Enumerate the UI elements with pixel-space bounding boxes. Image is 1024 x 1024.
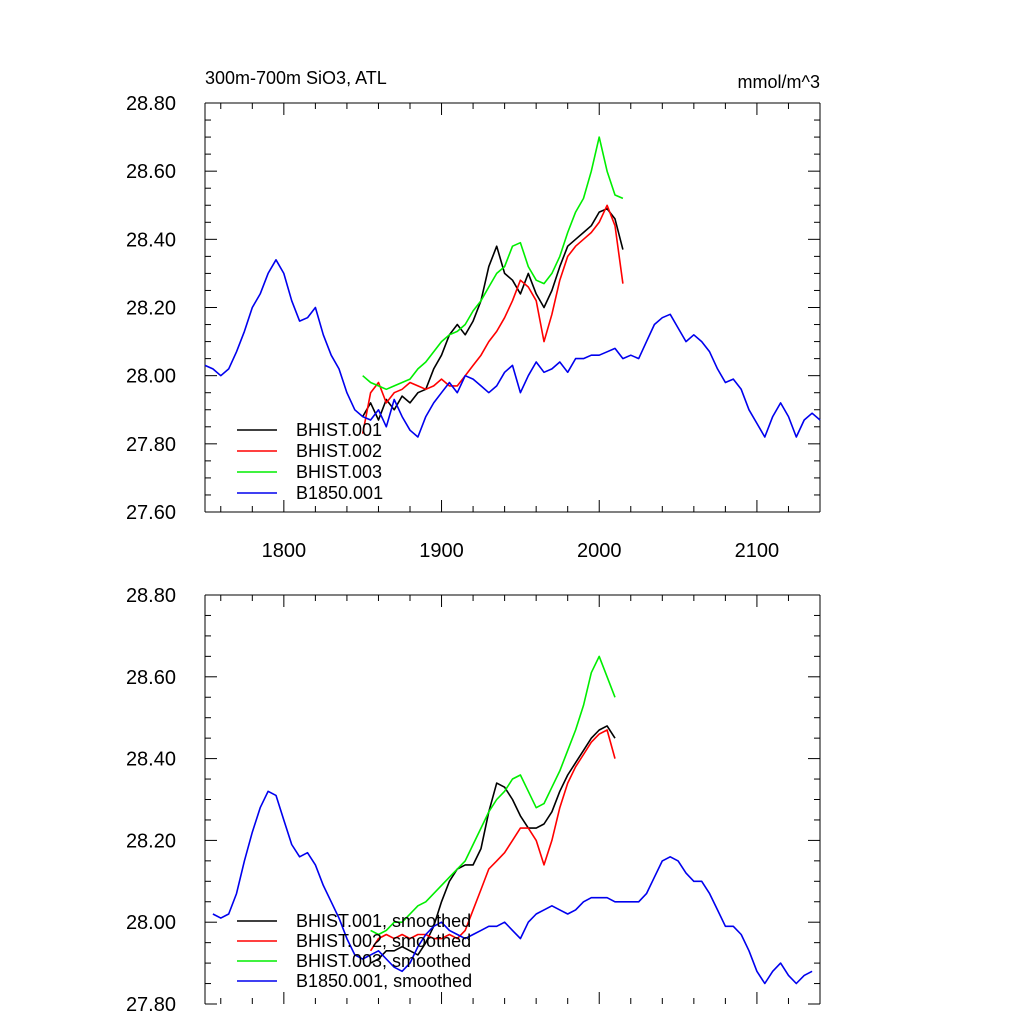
series-line-bhist-001 — [362, 207, 624, 421]
legend-label-bhist-002: BHIST.002 — [296, 441, 382, 461]
legend-label-bhist-001-smoothed: BHIST.001, smoothed — [296, 911, 471, 931]
chart-title: 300m-700m SiO3, ATL — [205, 68, 387, 88]
legend-label-bhist-003: BHIST.003 — [296, 462, 382, 482]
y-tick-label: 28.20 — [126, 298, 176, 320]
y-tick-label: 28.40 — [126, 749, 176, 771]
y-tick-label: 28.40 — [126, 229, 176, 251]
top-chart-panel: 27.60 27.80 28.00 28.20 28.40 28.60 28.80 1800 1… — [126, 93, 821, 562]
y-tick-label: 28.20 — [126, 830, 176, 852]
x-tick-label: 2100 — [735, 540, 780, 562]
y-tick-label: 27.80 — [126, 994, 176, 1016]
legend-label-b1850-001: B1850.001 — [296, 483, 383, 503]
series-line-b1850-001 — [204, 259, 821, 438]
x-tick-label: 1900 — [419, 540, 464, 562]
y-tick-label: 28.80 — [126, 585, 176, 607]
y-tick-label: 28.00 — [126, 366, 176, 388]
y-tick-label: 27.60 — [126, 502, 176, 524]
y-tick-label: 28.60 — [126, 161, 176, 183]
series-line-bhist-002-smoothed — [369, 729, 616, 952]
units-label: mmol/m^3 — [738, 72, 820, 92]
series-line-bhist-002 — [361, 204, 624, 434]
y-tick-label: 27.80 — [126, 434, 176, 456]
bottom-chart-panel: 27.80 28.00 28.20 28.40 28.60 28.80 BHIST.001,… — [126, 585, 821, 1016]
x-tick-label: 1800 — [262, 540, 307, 562]
legend-label-bhist-002-smoothed: BHIST.002, smoothed — [296, 931, 471, 951]
y-tick-label: 28.80 — [126, 93, 176, 115]
y-tick-label: 28.60 — [126, 667, 176, 689]
legend-label-bhist-001: BHIST.001 — [296, 420, 382, 440]
legend-label-bhist-003-smoothed: BHIST.003, smoothed — [296, 951, 471, 971]
y-tick-label: 28.00 — [126, 912, 176, 934]
legend-label-b1850-001-smoothed: B1850.001, smoothed — [296, 971, 472, 991]
series-line-bhist-003-smoothed — [370, 655, 616, 936]
series-line-bhist-001-smoothed — [370, 725, 616, 964]
x-tick-label: 2000 — [577, 540, 622, 562]
series-line-b1850-001-smoothed — [212, 790, 813, 985]
series-line-bhist-003 — [362, 136, 624, 391]
